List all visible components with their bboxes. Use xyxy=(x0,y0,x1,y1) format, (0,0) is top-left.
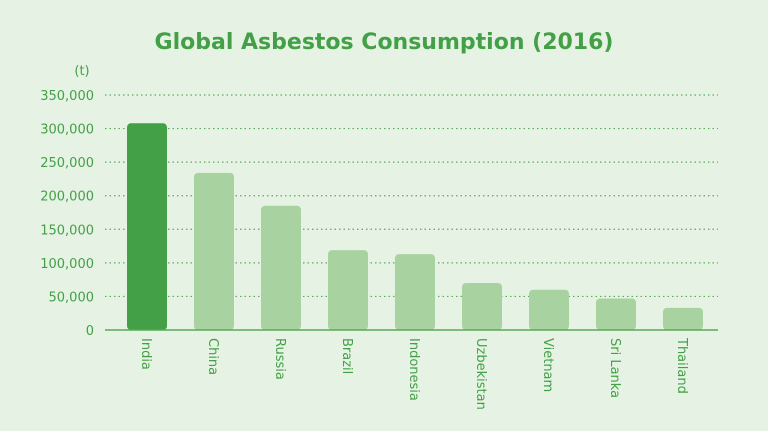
x-tick-label: Uzbekistan xyxy=(473,338,488,410)
x-tick-label: Vietnam xyxy=(540,338,555,392)
bar-china xyxy=(194,172,234,330)
chart-title: Global Asbestos Consumption (2016) xyxy=(154,30,614,55)
x-tick-label: Brazil xyxy=(339,338,354,374)
y-tick-label: 0 xyxy=(86,324,94,339)
y-tick-label: 350,000 xyxy=(40,89,94,104)
bar-india xyxy=(127,123,167,330)
bar-vietnam xyxy=(529,289,569,330)
bar-sri-lanka xyxy=(596,298,636,330)
y-tick-label: 100,000 xyxy=(40,257,94,272)
bar-uzbekistan xyxy=(462,283,502,330)
y-tick-label: 250,000 xyxy=(40,156,94,171)
bar-thailand xyxy=(663,307,703,330)
bar-indonesia xyxy=(395,254,435,330)
x-tick-label: India xyxy=(138,338,153,370)
y-tick-label: 300,000 xyxy=(40,123,94,138)
bar-russia xyxy=(261,205,301,330)
y-tick-label: 200,000 xyxy=(40,190,94,205)
y-axis-unit-label: (t) xyxy=(74,64,89,79)
y-tick-label: 150,000 xyxy=(40,223,94,238)
x-tick-label: Sri Lanka xyxy=(607,338,622,398)
x-tick-label: Russia xyxy=(272,338,287,380)
x-tick-label: Indonesia xyxy=(406,338,421,401)
x-tick-label: China xyxy=(205,338,220,375)
bar-brazil xyxy=(328,250,368,330)
y-tick-label: 50,000 xyxy=(49,290,95,305)
x-tick-label: Thailand xyxy=(674,337,689,394)
